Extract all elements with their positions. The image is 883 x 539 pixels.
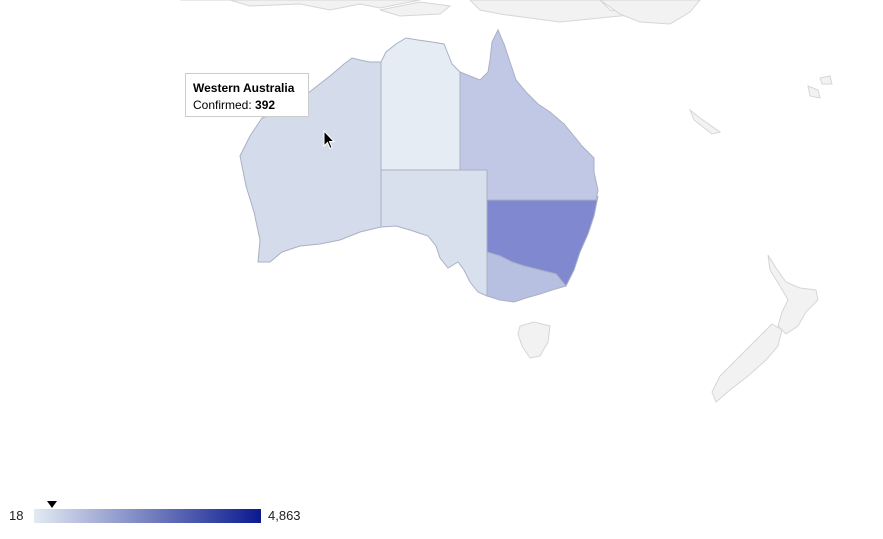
- timor-land: [379, 1, 452, 17]
- state-western-australia[interactable]: [239, 57, 382, 263]
- color-legend: 18 4,863: [0, 498, 320, 528]
- indonesia-land: [180, 0, 421, 11]
- australia-states: [239, 28, 599, 303]
- state-northern-territory[interactable]: [380, 37, 461, 171]
- legend-gradient-bar: [34, 509, 261, 523]
- state-south-australia[interactable]: [380, 169, 488, 297]
- nz-north-island-land: [767, 254, 819, 335]
- solomon-islands-land: [688, 108, 722, 135]
- state-victoria[interactable]: [486, 251, 567, 303]
- legend-min-label: 18: [9, 508, 24, 523]
- mouse-pointer-icon: [323, 129, 336, 155]
- png-east-land: [599, 0, 701, 25]
- legend-marker: [46, 501, 57, 508]
- vanuatu-land: [807, 85, 821, 99]
- new-caledonia-land: [819, 75, 833, 85]
- new-guinea-land: [469, 0, 641, 23]
- nz-south-island-land: [711, 323, 783, 403]
- background-land: [180, 0, 833, 403]
- tooltip-label: Confirmed:: [193, 98, 256, 112]
- tasmania-land: [517, 321, 551, 359]
- tooltip-value: 392: [255, 98, 276, 112]
- tooltip-title: Western Australia: [193, 81, 295, 95]
- region-tooltip: Western Australia Confirmed: 392: [185, 73, 309, 117]
- legend-max-label: 4,863: [268, 508, 301, 523]
- tooltip-metric-row: Confirmed: 392: [193, 97, 301, 114]
